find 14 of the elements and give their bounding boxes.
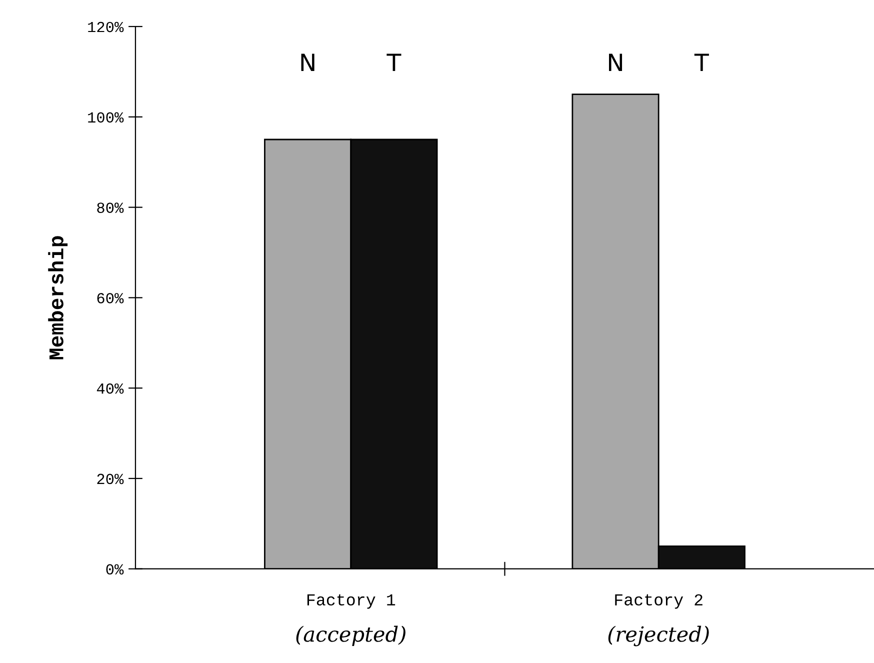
y-tick-label: 0% (106, 564, 124, 575)
y-tick-label: 80% (97, 202, 124, 213)
text: T (694, 54, 709, 71)
text: T (386, 54, 402, 71)
text: N (301, 54, 314, 71)
x-tick-label: Factory 1 (accepted) (296, 594, 406, 646)
y-axis-title: Membership (48, 236, 68, 360)
y-tick-label: 60% (97, 293, 124, 304)
y-tick-label: 20% (97, 474, 124, 484)
y-tick-label: 120% (88, 22, 124, 32)
y-tick-label: 40% (96, 383, 124, 394)
x-tick-label: Factory 2 (rejected) (608, 594, 709, 646)
y-tick-label: 100% (88, 112, 124, 123)
series-label: N (609, 54, 622, 71)
